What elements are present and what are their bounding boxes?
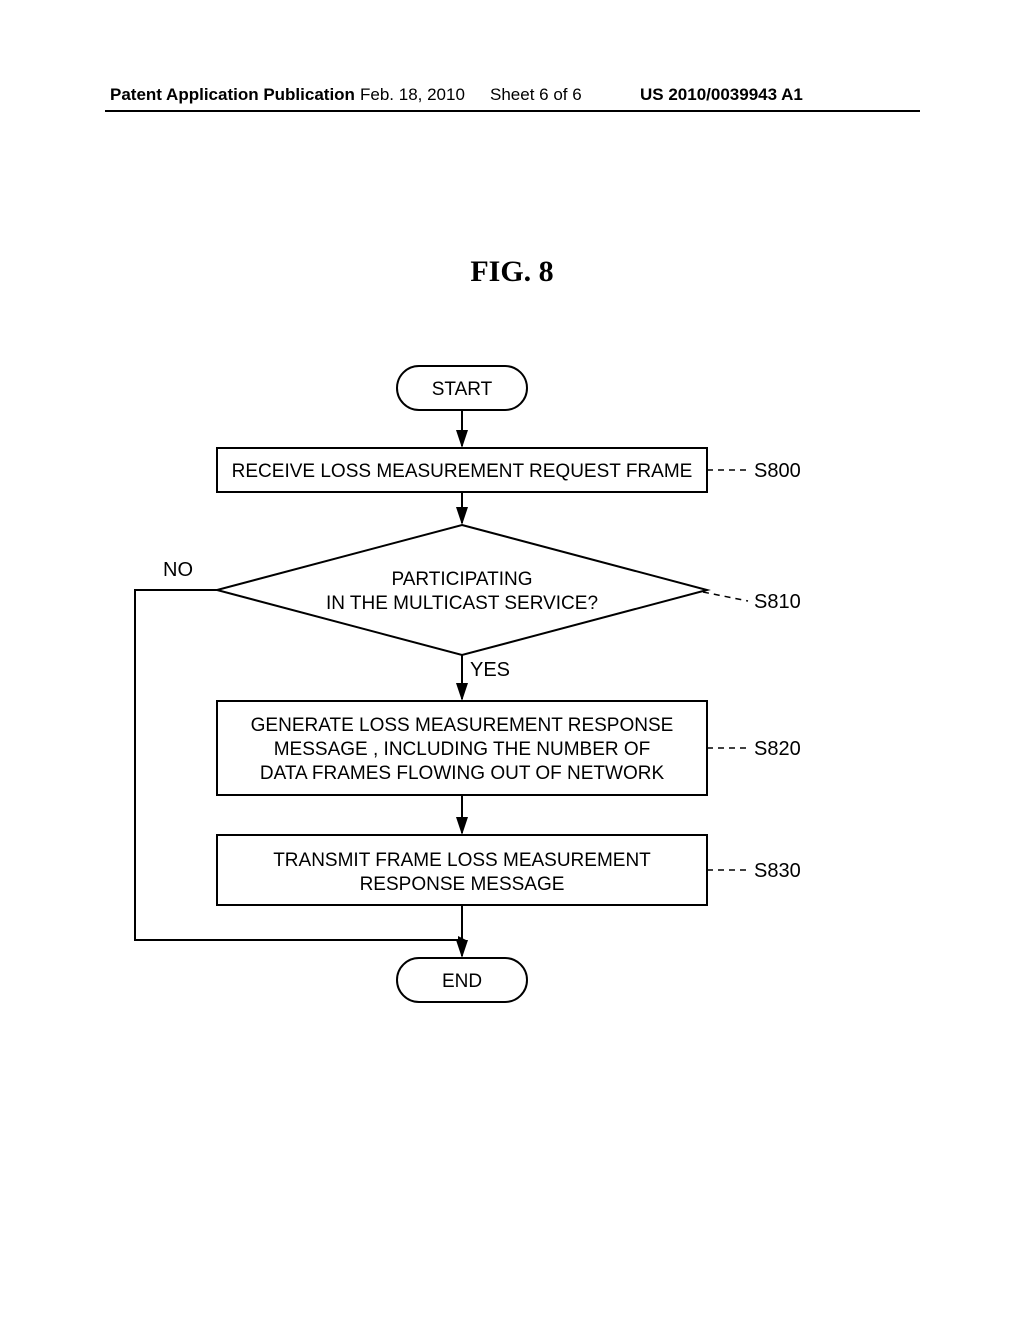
no-label: NO [163, 559, 193, 581]
s820-text-1: GENERATE LOSS MEASUREMENT RESPONSE [251, 715, 674, 736]
leader-s810 [703, 592, 748, 601]
header-sheet: Sheet 6 of 6 [490, 85, 582, 105]
node-s810: PARTICIPATING IN THE MULTICAST SERVICE? [217, 525, 707, 655]
node-start: START [397, 366, 527, 410]
header-publication: Patent Application Publication [110, 85, 355, 105]
ref-s830: S830 [754, 860, 801, 882]
s800-text: RECEIVE LOSS MEASUREMENT REQUEST FRAME [232, 461, 693, 482]
s830-text-1: TRANSMIT FRAME LOSS MEASUREMENT [273, 850, 651, 871]
header-date: Feb. 18, 2010 [360, 85, 465, 105]
ref-s810: S810 [754, 591, 801, 613]
node-s830: TRANSMIT FRAME LOSS MEASUREMENT RESPONSE… [217, 835, 707, 905]
s810-text-2: IN THE MULTICAST SERVICE? [326, 593, 598, 614]
header-pubno: US 2010/0039943 A1 [640, 85, 803, 105]
figure-title: FIG. 8 [0, 255, 1024, 289]
s820-text-2: MESSAGE , INCLUDING THE NUMBER OF [274, 739, 651, 760]
s830-text-2: RESPONSE MESSAGE [360, 874, 565, 895]
node-s820: GENERATE LOSS MEASUREMENT RESPONSE MESSA… [217, 701, 707, 795]
end-label: END [442, 971, 482, 992]
s820-text-3: DATA FRAMES FLOWING OUT OF NETWORK [260, 763, 665, 784]
header-divider [105, 110, 920, 112]
node-end: END [397, 958, 527, 1002]
s810-text-1: PARTICIPATING [391, 569, 532, 590]
ref-s820: S820 [754, 738, 801, 760]
flowchart: START RECEIVE LOSS MEASUREMENT REQUEST F… [80, 360, 940, 1060]
node-s800: RECEIVE LOSS MEASUREMENT REQUEST FRAME [217, 448, 707, 492]
ref-s800: S800 [754, 460, 801, 482]
start-label: START [432, 379, 493, 400]
yes-label: YES [470, 659, 510, 681]
